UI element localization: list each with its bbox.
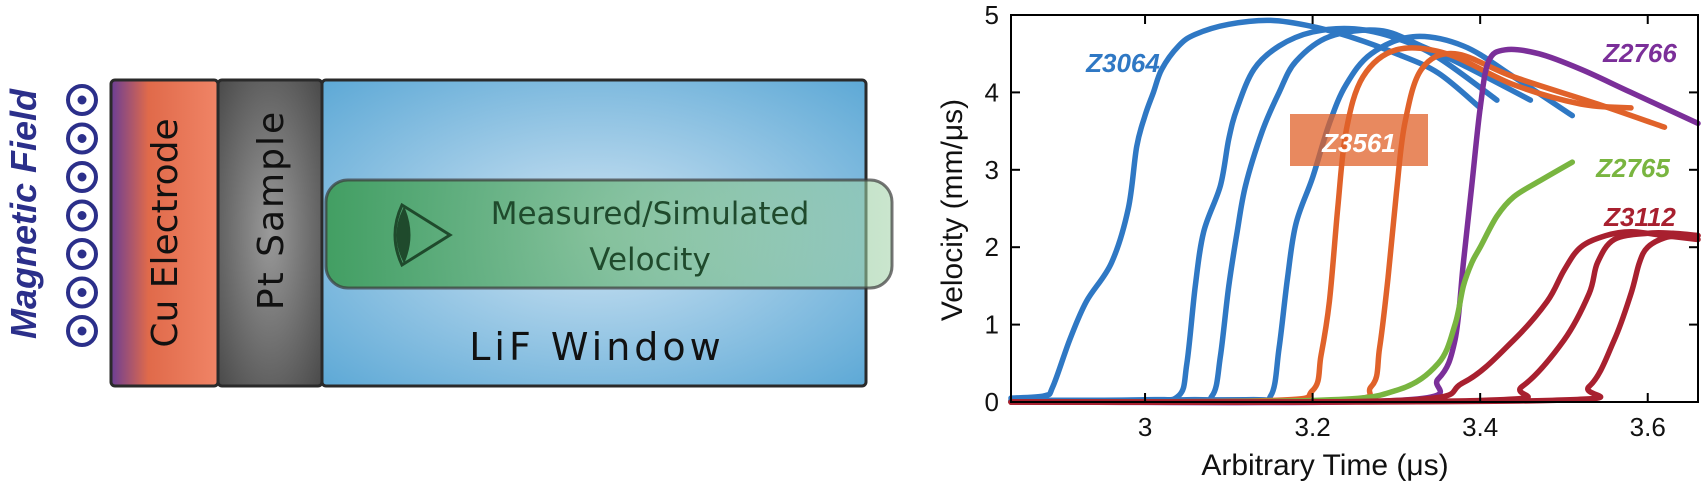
series-label-z2766: Z2766: [1602, 38, 1677, 68]
y-axis-label: Velocity (mm/μs): [936, 99, 969, 321]
velocity-chart: 3 3.2 3.4 3.6 0 1 2 3 4 5 Z3064 Z3561 Z2766 Z2765 Z31…: [936, 0, 1701, 482]
series-label-z3112: Z3112: [1603, 202, 1676, 232]
y-tick-label: 1: [985, 310, 999, 340]
field-symbols: [66, 84, 98, 347]
velocity-probe-box: [324, 178, 894, 290]
field-out-of-page-icon: [66, 84, 98, 116]
x-tick-label: 3.2: [1295, 412, 1331, 442]
target-diagram: Magnetic Field Cu Electrode Pt Sample Li…: [3, 78, 894, 388]
x-tick-label: 3.4: [1462, 412, 1498, 442]
field-out-of-page-icon: [66, 238, 98, 270]
lif-window-label: LiF Window: [469, 325, 725, 369]
probe-label-line1: Measured/Simulated: [491, 196, 810, 232]
field-out-of-page-icon: [66, 276, 98, 309]
y-tick-label: 3: [985, 155, 999, 185]
x-tick-label: 3: [1138, 412, 1152, 442]
series-label-box: [1290, 114, 1428, 166]
series-label-z3561: Z3561: [1321, 128, 1396, 158]
series-labels: Z3064 Z3561 Z2766 Z2765 Z3112: [1085, 38, 1677, 232]
cu-electrode-label: Cu Electrode: [145, 118, 186, 347]
chart-curves: [1008, 17, 1701, 406]
magnetic-field-label: Magnetic Field: [3, 88, 44, 339]
series-line-z3064: [1008, 17, 1483, 401]
field-out-of-page-icon: [66, 199, 98, 232]
field-out-of-page-icon: [66, 315, 98, 347]
probe-label-line2: Velocity: [589, 242, 711, 278]
plot-frame: [1010, 14, 1699, 403]
y-tick-label: 0: [985, 387, 999, 417]
pt-sample-label: Pt Sample: [251, 110, 292, 310]
series-label-z3064: Z3064: [1085, 48, 1160, 78]
chart-ticks: 3 3.2 3.4 3.6 0 1 2 3 4 5: [985, 0, 1698, 442]
y-tick-label: 2: [985, 232, 999, 262]
y-tick-label: 4: [985, 77, 999, 107]
x-tick-label: 3.6: [1630, 412, 1666, 442]
series-line-z3064: [1008, 25, 1500, 404]
x-axis-label: Arbitrary Time (μs): [1201, 449, 1448, 482]
series-line-z3561: [1008, 45, 1634, 405]
field-out-of-page-icon: [66, 161, 98, 193]
eye-icon: [393, 202, 453, 268]
series-label-z2765: Z2765: [1595, 153, 1670, 183]
y-tick-label: 5: [985, 0, 999, 30]
field-out-of-page-icon: [66, 122, 98, 155]
